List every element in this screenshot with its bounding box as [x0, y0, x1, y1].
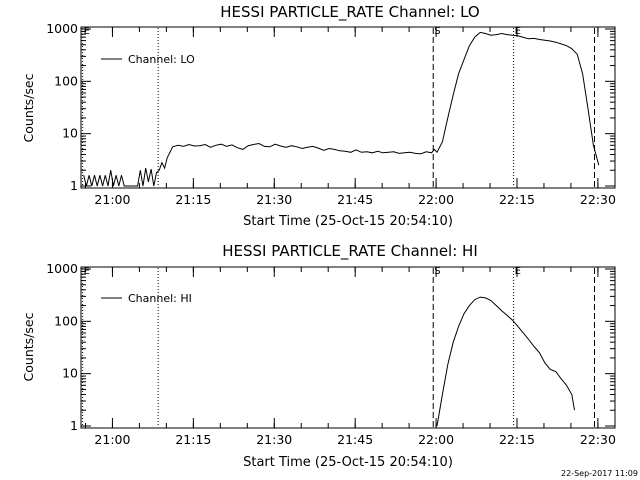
x-tick-label-lo: 22:30: [580, 192, 616, 207]
y-tick-label-hi: 1000: [46, 261, 78, 276]
x-tick-label-hi: 21:45: [337, 432, 373, 447]
timestamp-label: 22-Sep-2017 11:09: [561, 469, 638, 478]
y-tick-label-hi: 10: [62, 366, 78, 381]
y-tick-label-lo: 100: [54, 73, 78, 88]
series-line-lo: [83, 31, 600, 187]
x-tick-label-hi: 21:15: [175, 432, 211, 447]
event-marker-label-lo: E: [515, 26, 521, 37]
x-tick-label-hi: 22:15: [499, 432, 535, 447]
y-tick-label-hi: 100: [54, 313, 78, 328]
y-tick-label-lo: 1: [70, 178, 78, 193]
y-axis-label-lo: Counts/sec: [21, 73, 36, 142]
legend-label-lo: Channel: LO: [128, 53, 195, 66]
x-tick-label-hi: 21:00: [94, 432, 130, 447]
panel-lo: HESSI PARTICLE_RATE Channel: LO Counts/s…: [21, 3, 616, 229]
y-tick-label-hi: 1: [70, 418, 78, 433]
legend-label-hi: Channel: HI: [128, 292, 192, 305]
x-tick-label-lo: 21:30: [256, 192, 292, 207]
chart-title-lo: HESSI PARTICLE_RATE Channel: LO: [220, 3, 479, 22]
x-tick-label-lo: 22:00: [418, 192, 454, 207]
x-tick-label-lo: 21:45: [337, 192, 373, 207]
plot-frame-lo: [80, 26, 616, 189]
event-marker-label-lo: S: [434, 26, 440, 37]
panel-hi: HESSI PARTICLE_RATE Channel: HI Counts/s…: [21, 242, 616, 470]
series-line-hi: [436, 296, 575, 427]
plot-frame-hi: [80, 266, 616, 429]
event-marker-label-hi: E: [515, 266, 521, 277]
x-tick-label-lo: 22:15: [499, 192, 535, 207]
x-axis-label-lo: Start Time (25-Oct-15 20:54:10): [243, 214, 453, 229]
x-tick-label-hi: 22:30: [580, 432, 616, 447]
chart-title-hi: HESSI PARTICLE_RATE Channel: HI: [222, 242, 478, 261]
x-axis-label-hi: Start Time (25-Oct-15 20:54:10): [243, 455, 453, 470]
event-marker-label-hi: E: [84, 266, 90, 277]
x-tick-label-lo: 21:15: [175, 192, 211, 207]
y-axis-label-hi: Counts/sec: [21, 312, 36, 381]
y-tick-label-lo: 10: [62, 126, 78, 141]
y-tick-label-lo: 1000: [46, 21, 78, 36]
x-tick-label-hi: 21:30: [256, 432, 292, 447]
x-tick-label-lo: 21:00: [94, 192, 130, 207]
event-marker-label-hi: S: [434, 266, 440, 277]
x-tick-label-hi: 22:00: [418, 432, 454, 447]
event-marker-label-lo: E: [84, 26, 90, 37]
